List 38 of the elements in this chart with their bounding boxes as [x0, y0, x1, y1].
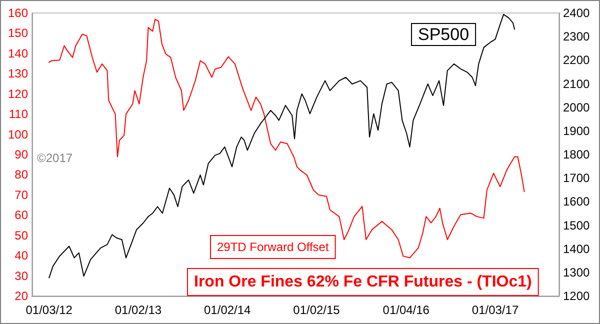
y-tick-label: 160	[8, 6, 28, 20]
y-tick-label: 120	[8, 86, 28, 101]
y2-tick-label: 1800	[563, 148, 590, 162]
y2-tick-label: 1300	[563, 265, 590, 280]
text: Iron Ore Fines 62% Fe CFR Futures - (TIOc1)	[194, 274, 532, 290]
y2-tick-label: 2400	[563, 6, 590, 20]
annotation: ©2017	[37, 151, 73, 165]
y2-tick-label: 1400	[563, 242, 590, 256]
y-tick-label: 80	[14, 168, 28, 182]
y-tick-label: 60	[14, 208, 28, 222]
y2-tick-label: 1900	[563, 124, 590, 138]
y2-tick-label: 1600	[563, 194, 590, 209]
y-tick-label: 140	[8, 46, 28, 60]
y2-tick-label: 1700	[563, 171, 590, 186]
y-tick-label: 50	[14, 228, 28, 242]
y-tick-label: 40	[14, 248, 28, 263]
y2-tick-label: 1200	[563, 289, 590, 303]
x-tick-label: 01/04/16	[382, 303, 430, 317]
y2-tick-label: 2000	[563, 100, 590, 114]
y-tick-label: 90	[14, 148, 28, 162]
annotation: 29TD Forward Offset	[217, 240, 330, 254]
y-tick-label: 150	[8, 26, 28, 40]
y2-tick-label: 2200	[563, 53, 590, 68]
x-tick-label: 01/02/13	[114, 303, 162, 317]
y-tick-label: 30	[14, 268, 28, 283]
x-tick-label: 01/03/12	[26, 303, 73, 317]
y-tick-label: 130	[8, 66, 28, 81]
y-tick-label: 70	[14, 188, 28, 202]
x-tick-label: 01/02/14	[204, 303, 252, 317]
y2-tick-label: 2100	[563, 76, 590, 91]
y-tick-label: 110	[8, 107, 28, 122]
y-tick-label: 20	[14, 289, 28, 303]
series-label: SP500	[418, 25, 470, 44]
x-tick-label: 01/02/15	[293, 303, 340, 317]
y2-tick-label: 1500	[563, 218, 590, 232]
y2-tick-label: 2300	[563, 30, 590, 44]
x-tick-label: 01/03/17	[472, 303, 519, 317]
y-tick-label: 100	[8, 127, 28, 142]
